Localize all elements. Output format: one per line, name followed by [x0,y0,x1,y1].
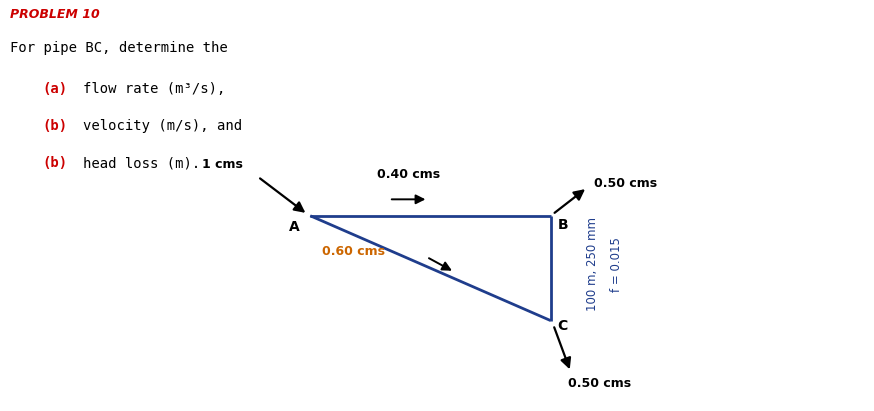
Text: velocity (m/s), and: velocity (m/s), and [83,119,242,133]
Text: f = 0.015: f = 0.015 [610,237,623,291]
Text: head loss (m).: head loss (m). [83,156,200,170]
Text: flow rate (m³/s),: flow rate (m³/s), [83,82,225,96]
Text: B: B [558,218,568,232]
Text: 0.50 cms: 0.50 cms [568,377,631,390]
Text: 1 cms: 1 cms [202,158,243,171]
Text: 0.60 cms: 0.60 cms [322,245,385,258]
Text: (a): (a) [42,82,67,96]
Text: C: C [558,319,568,333]
Text: (b): (b) [42,119,67,133]
Text: 0.40 cms: 0.40 cms [377,168,440,181]
Text: 100 m, 250 mm: 100 m, 250 mm [586,217,599,311]
Text: For pipe BC, determine the: For pipe BC, determine the [10,41,228,55]
Text: A: A [289,220,300,234]
Text: 0.50 cms: 0.50 cms [594,177,657,190]
Text: PROBLEM 10: PROBLEM 10 [10,8,101,21]
Text: (b): (b) [42,156,67,170]
